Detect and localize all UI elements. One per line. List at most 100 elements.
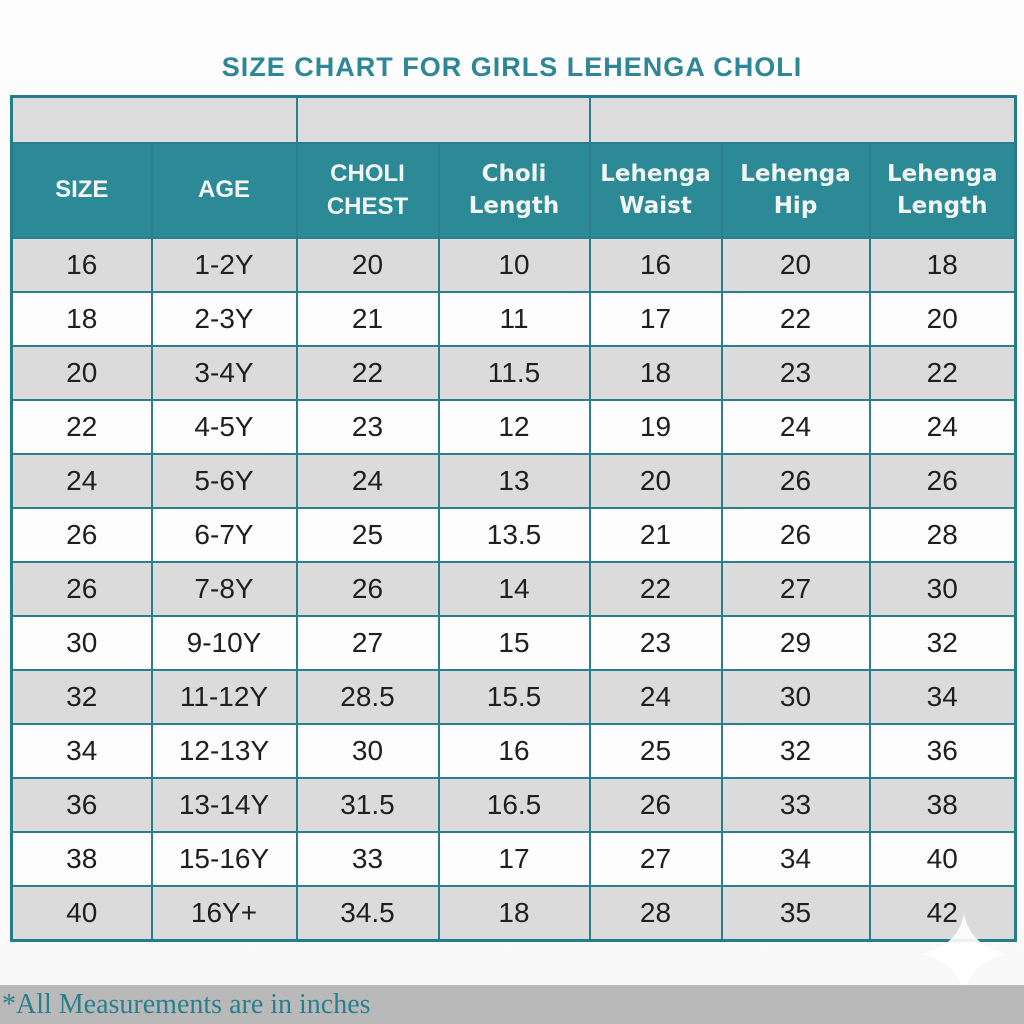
table-cell: 2-3Y [150, 291, 298, 347]
table-cell: 22 [868, 345, 1017, 401]
table-cell: 12-13Y [150, 723, 298, 779]
table-cell: 29 [720, 615, 871, 671]
table-cell: 11-12Y [150, 669, 298, 725]
size-chart-table: SIZE AGE CHOLI CHEST Choli Length Leheng… [10, 95, 1018, 942]
table-cell: 38 [10, 831, 153, 887]
table-cell: 20 [588, 453, 723, 509]
table-cell: 19 [588, 399, 723, 455]
group-header-cell [588, 95, 1017, 144]
table-row: 38 15-16Y 33 17 27 34 40 [10, 831, 1017, 887]
table-cell: 30 [295, 723, 440, 779]
table-cell: 34 [868, 669, 1017, 725]
table-cell: 34.5 [295, 885, 440, 942]
column-header-choli-length: Choli Length [437, 142, 591, 239]
table-cell: 28 [868, 507, 1017, 563]
table-cell: 20 [295, 237, 440, 293]
table-cell: 40 [10, 885, 153, 942]
table-cell: 24 [720, 399, 871, 455]
table-cell: 23 [295, 399, 440, 455]
table-cell: 27 [720, 561, 871, 617]
table-cell: 15.5 [437, 669, 591, 725]
column-header-row: SIZE AGE CHOLI CHEST Choli Length Leheng… [10, 142, 1017, 239]
column-header-lehenga-waist: Lehenga Waist [588, 142, 723, 239]
table-cell: 16.5 [437, 777, 591, 833]
table-cell: 23 [588, 615, 723, 671]
group-header-row [10, 95, 1017, 144]
table-cell: 18 [588, 345, 723, 401]
table-cell: 9-10Y [150, 615, 298, 671]
table-cell: 26 [295, 561, 440, 617]
page-title: SIZE CHART FOR GIRLS LEHENGA CHOLI [221, 52, 803, 82]
table-cell: 34 [720, 831, 871, 887]
table-cell: 13-14Y [150, 777, 298, 833]
table-row: 30 9-10Y 27 15 23 29 32 [10, 615, 1017, 671]
table-cell: 16Y+ [150, 885, 298, 942]
table-cell: 15 [437, 615, 591, 671]
table-cell: 16 [437, 723, 591, 779]
table-cell: 22 [720, 291, 871, 347]
table-cell: 26 [720, 507, 871, 563]
table-cell: 24 [10, 453, 153, 509]
table-row: 32 11-12Y 28.5 15.5 24 30 34 [10, 669, 1017, 725]
table-cell: 30 [10, 615, 153, 671]
table-cell: 13.5 [437, 507, 591, 563]
table-row: 36 13-14Y 31.5 16.5 26 33 38 [10, 777, 1017, 833]
group-header-cell [10, 95, 298, 144]
column-header-lehenga-hip: Lehenga Hip [720, 142, 871, 239]
table-cell: 11 [437, 291, 591, 347]
table-cell: 18 [437, 885, 591, 942]
table-cell: 30 [868, 561, 1017, 617]
table-cell: 20 [10, 345, 153, 401]
table-cell: 6-7Y [150, 507, 298, 563]
table-cell: 14 [437, 561, 591, 617]
table-cell: 34 [10, 723, 153, 779]
table-cell: 26 [10, 507, 153, 563]
column-header-size: SIZE [10, 142, 153, 239]
table-cell: 20 [868, 291, 1017, 347]
column-header-age: AGE [150, 142, 298, 239]
table-cell: 7-8Y [150, 561, 298, 617]
table-cell: 25 [588, 723, 723, 779]
table-row: 26 7-8Y 26 14 22 27 30 [10, 561, 1017, 617]
table-cell: 13 [437, 453, 591, 509]
table-row: 20 3-4Y 22 11.5 18 23 22 [10, 345, 1017, 401]
table-cell: 26 [10, 561, 153, 617]
table-cell: 18 [868, 237, 1017, 293]
table-cell: 27 [588, 831, 723, 887]
table-cell: 26 [868, 453, 1017, 509]
size-table-body: 16 1-2Y 20 10 16 20 18 18 2-3Y 21 11 17 22 20 20 3-4Y 22… [10, 237, 1017, 942]
table-cell: 33 [720, 777, 871, 833]
table-cell: 32 [10, 669, 153, 725]
table-cell: 22 [588, 561, 723, 617]
table-cell: 16 [10, 237, 153, 293]
table-cell: 3-4Y [150, 345, 298, 401]
table-cell: 36 [10, 777, 153, 833]
table-row: 34 12-13Y 30 16 25 32 36 [10, 723, 1017, 779]
table-cell: 32 [868, 615, 1017, 671]
table-cell: 11.5 [437, 345, 591, 401]
table-cell: 28 [588, 885, 723, 942]
table-cell: 21 [588, 507, 723, 563]
table-row: 26 6-7Y 25 13.5 21 26 28 [10, 507, 1017, 563]
table-cell: 36 [868, 723, 1017, 779]
table-row: 18 2-3Y 21 11 17 22 20 [10, 291, 1017, 347]
table-cell: 26 [720, 453, 871, 509]
table-cell: 33 [295, 831, 440, 887]
table-cell: 31.5 [295, 777, 440, 833]
table-cell: 38 [868, 777, 1017, 833]
group-header-cell [295, 95, 591, 144]
table-cell: 21 [295, 291, 440, 347]
footer-note: *All Measurements are in inches [2, 988, 371, 1020]
table-cell: 42 [868, 885, 1017, 942]
table-cell: 24 [295, 453, 440, 509]
table-head: SIZE AGE CHOLI CHEST Choli Length Leheng… [10, 95, 1017, 239]
table-cell: 30 [720, 669, 871, 725]
table-cell: 24 [868, 399, 1017, 455]
table-cell: 32 [720, 723, 871, 779]
table-cell: 12 [437, 399, 591, 455]
table-cell: 26 [588, 777, 723, 833]
table-row: 16 1-2Y 20 10 16 20 18 [10, 237, 1017, 293]
table-cell: 5-6Y [150, 453, 298, 509]
table-cell: 15-16Y [150, 831, 298, 887]
